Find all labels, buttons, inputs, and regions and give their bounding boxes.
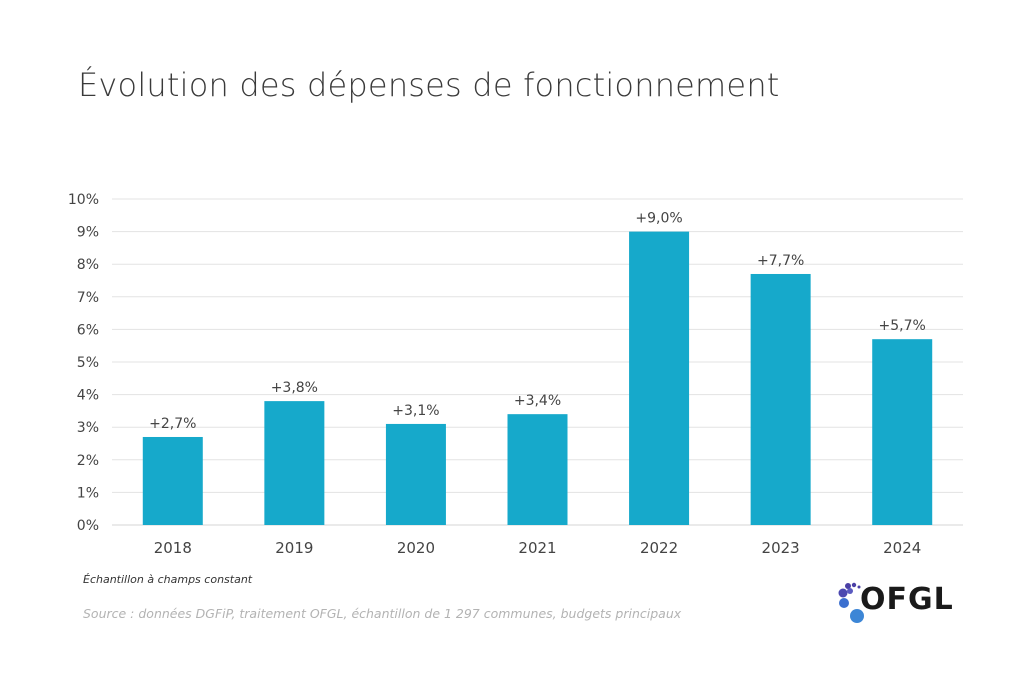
x-tick-label: 2023 bbox=[762, 539, 800, 557]
ofgl-logo: OFGL bbox=[838, 580, 958, 625]
data-label: +3,8% bbox=[271, 380, 318, 396]
bar-2022 bbox=[629, 231, 690, 525]
data-label: +3,1% bbox=[392, 403, 439, 419]
data-label: +2,7% bbox=[149, 416, 196, 432]
x-axis-ticks: 2018 2019 2020 2021 2022 2023 2024 bbox=[154, 539, 922, 557]
y-tick-label: 4% bbox=[77, 388, 99, 404]
y-tick-label: 10% bbox=[68, 192, 99, 208]
x-tick-label: 2018 bbox=[154, 539, 192, 557]
y-tick-label: 0% bbox=[77, 518, 99, 534]
bar-2021 bbox=[507, 414, 568, 525]
bar-2023 bbox=[750, 273, 811, 525]
data-label: +9,0% bbox=[635, 211, 682, 227]
y-tick-label: 8% bbox=[77, 257, 99, 273]
sample-note: Échantillon à champs constant bbox=[83, 573, 253, 586]
hexagon-dots-icon bbox=[838, 582, 864, 623]
y-tick-label: 2% bbox=[77, 453, 99, 469]
x-tick-label: 2024 bbox=[883, 539, 921, 557]
x-tick-label: 2021 bbox=[518, 539, 556, 557]
bar-2018 bbox=[142, 436, 203, 525]
y-tick-label: 1% bbox=[77, 485, 99, 501]
chart-title: Évolution des dépenses de fonctionnement bbox=[78, 66, 780, 104]
bar-2019 bbox=[264, 401, 325, 525]
y-axis-ticks: 0% 1% 2% 3% 4% 5% 6% 7% 8% 9% 10% bbox=[68, 192, 99, 534]
y-tick-label: 5% bbox=[77, 355, 99, 371]
y-tick-label: 7% bbox=[77, 290, 99, 306]
data-label: +3,4% bbox=[514, 393, 561, 409]
y-tick-label: 9% bbox=[77, 225, 99, 241]
bar-2024 bbox=[872, 339, 933, 525]
logo-text: OFGL bbox=[860, 582, 954, 617]
x-tick-label: 2019 bbox=[275, 539, 313, 557]
data-label: +7,7% bbox=[757, 253, 804, 269]
x-tick-label: 2022 bbox=[640, 539, 678, 557]
data-label: +5,7% bbox=[879, 318, 926, 334]
x-tick-label: 2020 bbox=[397, 539, 435, 557]
y-tick-label: 6% bbox=[77, 322, 99, 338]
bars bbox=[142, 231, 933, 525]
data-labels: +2,7% +3,8% +3,1% +3,4% +9,0% +7,7% +5,7% bbox=[149, 211, 926, 432]
source-note: Source : données DGFiP, traitement OFGL,… bbox=[83, 606, 682, 621]
bar-2020 bbox=[385, 423, 446, 525]
y-tick-label: 3% bbox=[77, 420, 99, 436]
